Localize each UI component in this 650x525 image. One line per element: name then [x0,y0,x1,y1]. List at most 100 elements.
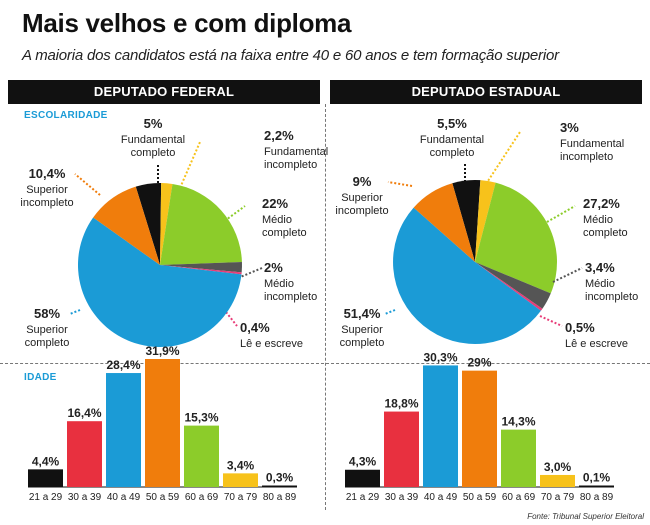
estadual-pie-slice-fundamental-completo [452,180,481,262]
federal-pie-value-fundamental-incompleto: 2,2% [264,128,294,143]
estadual-pie-label-fundamental-incompleto: Fundamental incompleto [560,138,624,163]
federal-pie-slice-le-e-escreve [160,265,242,275]
federal-bar-40-a-49 [106,373,141,487]
estadual-bar-30-a-39 [384,411,419,487]
federal-pie-slice-superior-incompleto [93,186,160,265]
estadual-pie-value-fundamental-completo: 5,5% [437,116,467,131]
estadual-pie-slice-medio-completo [475,182,558,294]
estadual-pie-value-fundamental-incompleto: 3% [560,120,579,135]
estadual-bar-60-a-69 [501,429,536,487]
estadual-pie-leader-medio-completo [539,205,576,227]
estadual-pie-label-fundamental-completo: Fundamental completo [420,134,484,159]
estadual-bar-value-40-a-49: 30,3% [423,350,457,364]
federal-bar-category-70-a-79: 70 a 79 [224,492,258,503]
federal-pie-slice-superior-completo [77,217,242,348]
estadual-pie-value-le-e-escreve: 0,5% [565,320,595,335]
federal-bar-value-40-a-49: 28,4% [106,358,140,372]
estadual-pie-slice-fundamental-incompleto [475,180,496,262]
federal-pie-label-superior-completo: Superior completo [25,324,70,349]
federal-bar-60-a-69 [184,425,219,487]
panel-divider-vertical [325,104,326,510]
estadual-pie-leader-medio-incompleto [552,267,583,283]
estadual-pie-leader-fundamental-incompleto [485,131,521,185]
federal-pie-leader-superior-completo [69,309,81,315]
federal-pie-label-fundamental-incompleto: Fundamental incompleto [264,146,328,171]
estadual-bar-value-70-a-79: 3,0% [544,460,572,474]
estadual-pie-label-le-e-escreve: Lê e escreve [565,338,628,350]
federal-bar-category-21-a-29: 21 a 29 [29,492,63,503]
federal-bar-category-60-a-69: 60 a 69 [185,492,219,503]
escolaridade-label: ESCOLARIDADE [24,110,108,121]
estadual-bar-50-a-59 [462,370,497,487]
federal-bar-80-a-89 [262,485,297,487]
page-subtitle: A maioria dos candidatos está na faixa e… [22,47,559,64]
federal-pie-label-fundamental-completo: Fundamental completo [121,134,185,159]
estadual-pie-value-superior-incompleto: 9% [353,174,372,189]
federal-pie-slice-fundamental-incompleto [160,183,173,265]
estadual-bar-value-50-a-59: 29% [467,356,491,370]
federal-bar-50-a-59 [145,359,180,487]
estadual-bar-value-21-a-29: 4,3% [349,455,377,469]
federal-pie-value-le-e-escreve: 0,4% [240,320,270,335]
federal-bar-30-a-39 [67,421,102,487]
federal-pie-label-medio-completo: Médio completo [262,214,307,239]
estadual-bar-category-30-a-39: 30 a 39 [385,492,419,503]
estadual-pie-value-medio-completo: 27,2% [583,196,620,211]
federal-bar-value-80-a-89: 0,3% [266,471,294,485]
federal-bar-value-60-a-69: 15,3% [184,411,218,425]
federal-pie-leader-medio-incompleto [237,267,263,279]
federal-pie-value-superior-incompleto: 10,4% [29,166,66,181]
estadual-bar-40-a-49 [423,365,458,487]
federal-pie-value-fundamental-completo: 5% [144,116,163,131]
federal-bar-21-a-29 [28,469,63,487]
estadual-bar-80-a-89 [579,485,614,487]
federal-pie-slice-medio-completo [160,183,242,265]
estadual-pie-slice-le-e-escreve [475,262,543,311]
estadual-bar-category-40-a-49: 40 a 49 [424,492,458,503]
federal-pie-leader-le-e-escreve [225,311,238,327]
federal-bar-category-40-a-49: 40 a 49 [107,492,141,503]
estadual-bar-70-a-79 [540,474,575,487]
estadual-bar-category-50-a-59: 50 a 59 [463,492,497,503]
federal-pie-slice-medio-incompleto [160,262,243,273]
estadual-pie-label-medio-completo: Médio completo [583,214,628,239]
estadual-bar-21-a-29 [345,469,380,487]
estadual-pie-slice-superior-completo [393,207,541,344]
federal-pie-leader-fundamental-incompleto [179,141,201,189]
federal-bar-value-30-a-39: 16,4% [67,406,101,420]
estadual-pie-value-medio-incompleto: 3,4% [585,260,615,275]
federal-pie-leader-superior-incompleto [74,173,101,196]
idade-label: IDADE [24,372,57,383]
estadual-bar-category-60-a-69: 60 a 69 [502,492,536,503]
estadual-pie-slice-superior-incompleto [413,183,475,262]
estadual-pie-leader-le-e-escreve [539,315,563,327]
federal-pie-value-superior-completo: 58% [34,306,60,321]
section-divider-horizontal [0,363,650,364]
page-title: Mais velhos e com diploma [22,8,352,38]
estadual-bar-category-70-a-79: 70 a 79 [541,492,575,503]
federal-pie-label-le-e-escreve: Lê e escreve [240,338,303,350]
estadual-header: DEPUTADO ESTADUAL [330,80,642,104]
federal-pie-label-superior-incompleto: Superior incompleto [20,184,73,209]
estadual-bar-category-21-a-29: 21 a 29 [346,492,380,503]
estadual-bar-value-60-a-69: 14,3% [501,415,535,429]
federal-header: DEPUTADO FEDERAL [8,80,320,104]
federal-pie-value-medio-completo: 22% [262,196,288,211]
federal-bar-category-80-a-89: 80 a 89 [263,492,297,503]
estadual-pie-label-superior-completo: Superior completo [340,324,385,349]
source-note: Fonte: Tribunal Superior Eleitoral [527,512,644,521]
federal-bar-70-a-79 [223,473,258,487]
federal-pie-value-medio-incompleto: 2% [264,260,283,275]
federal-bar-value-70-a-79: 3,4% [227,458,255,472]
estadual-pie-value-superior-completo: 51,4% [344,306,381,321]
estadual-pie-label-superior-incompleto: Superior incompleto [335,192,388,217]
estadual-pie-label-medio-incompleto: Médio incompleto [585,278,638,303]
federal-pie-label-medio-incompleto: Médio incompleto [264,278,317,303]
estadual-bar-value-30-a-39: 18,8% [384,397,418,411]
estadual-pie-leader-superior-completo [384,309,396,315]
federal-bar-value-21-a-29: 4,4% [32,454,60,468]
federal-bar-category-50-a-59: 50 a 59 [146,492,180,503]
estadual-bar-category-80-a-89: 80 a 89 [580,492,614,503]
federal-bar-value-50-a-59: 31,9% [145,344,179,358]
